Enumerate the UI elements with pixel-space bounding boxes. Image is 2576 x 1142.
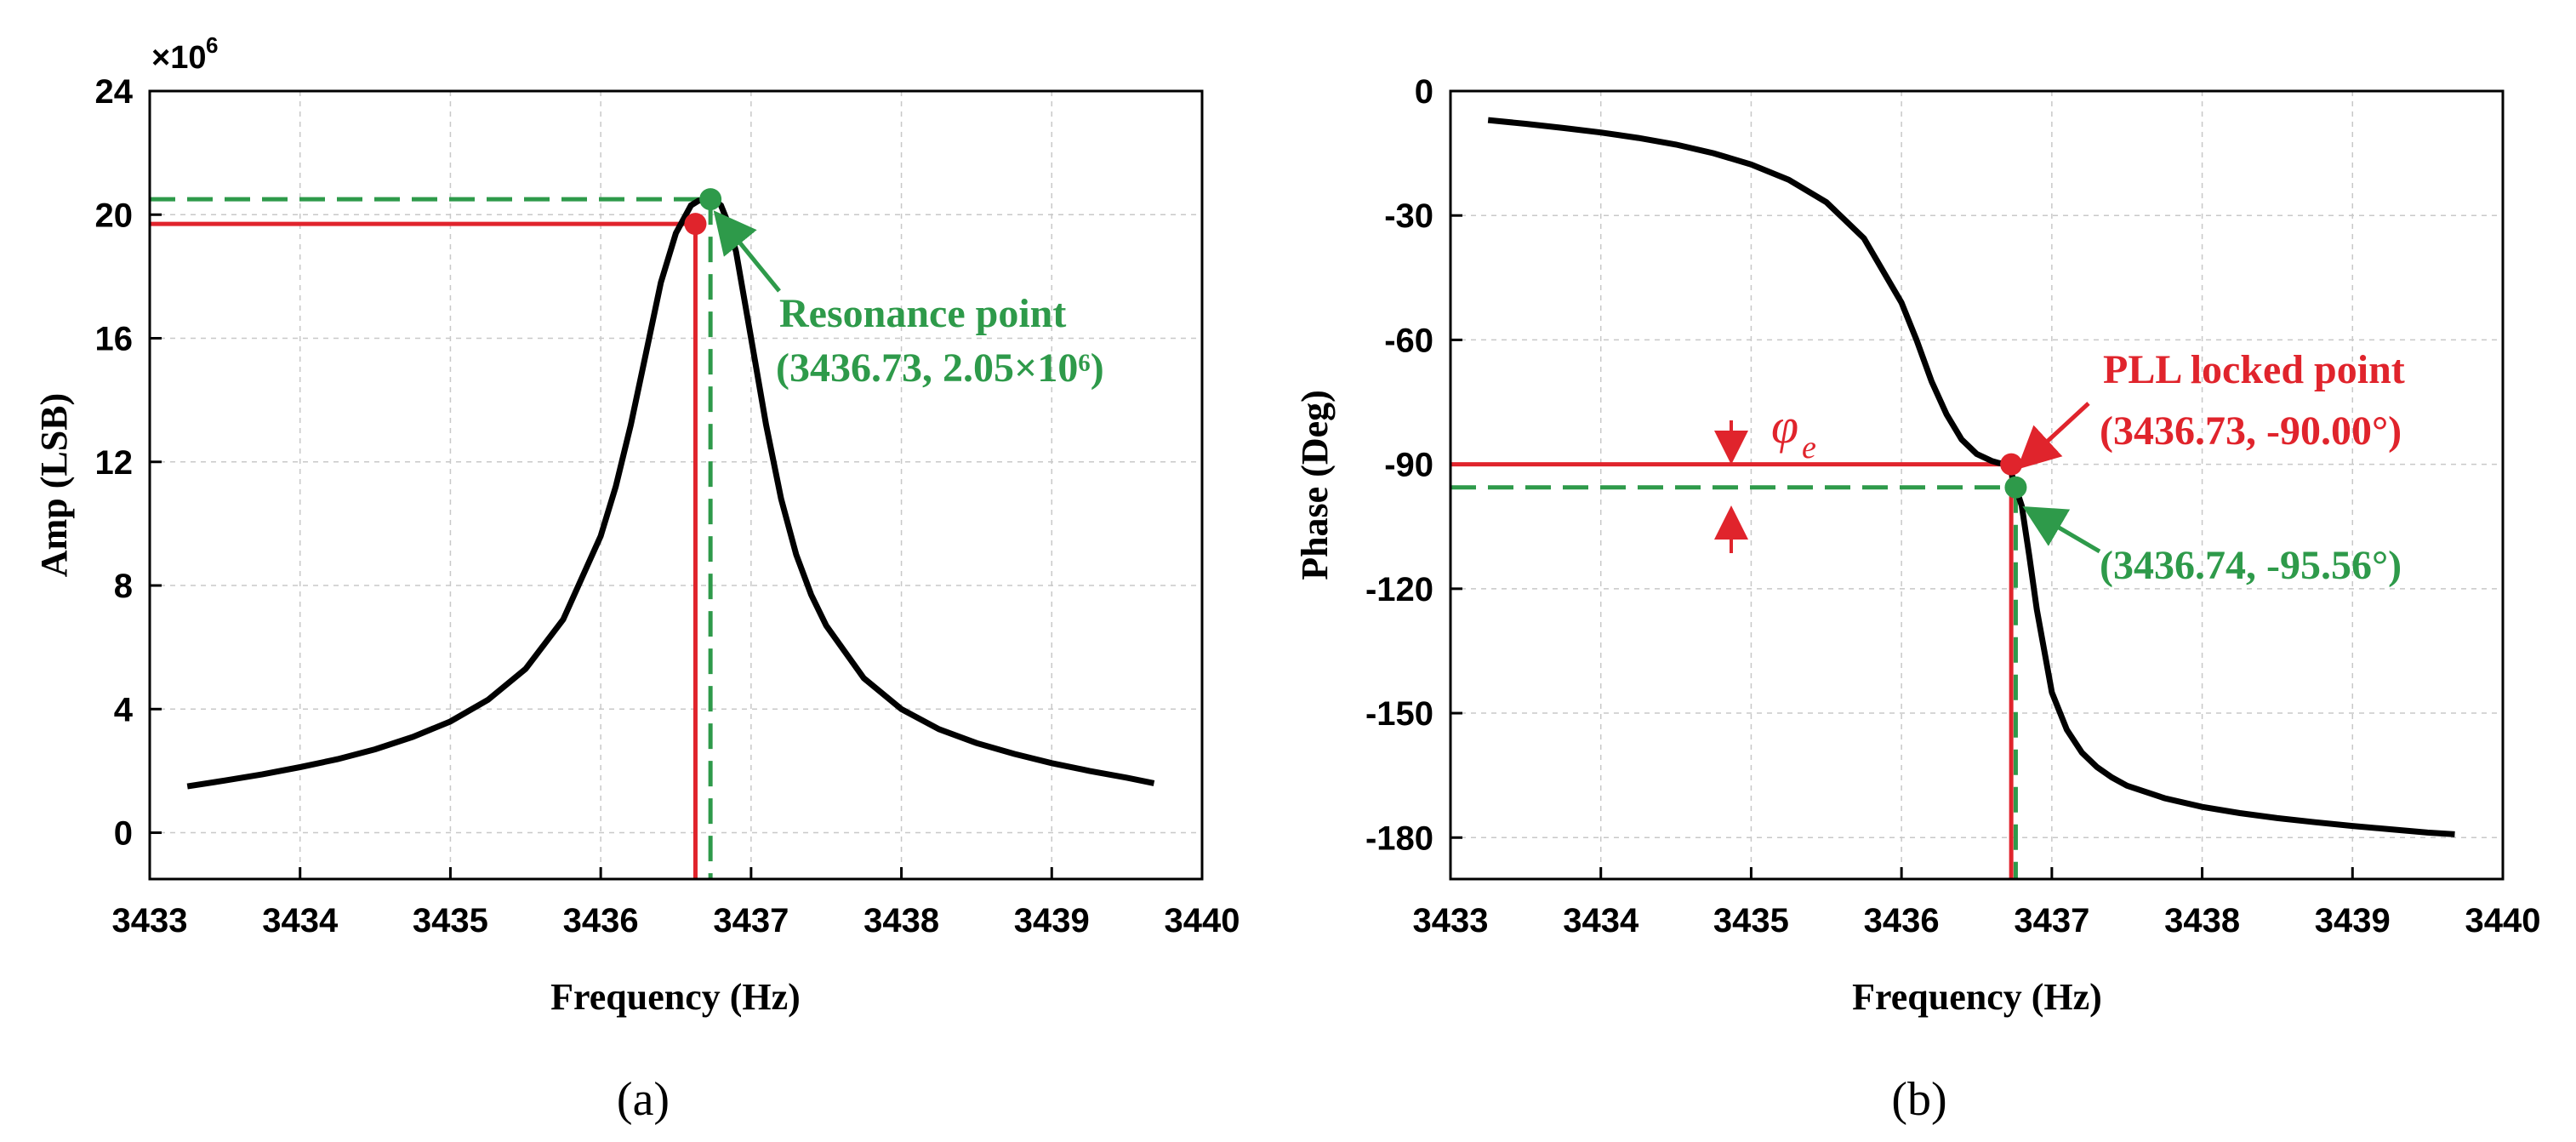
- y-tick-label: 20: [95, 197, 134, 234]
- b-plot-frame: [1449, 89, 2505, 881]
- b-grid: [1449, 89, 2505, 879]
- red-marker: [2000, 453, 2023, 476]
- b-phase-curve: [1487, 117, 2455, 837]
- x-tick-label: 3434: [1563, 902, 1639, 939]
- x-tick-label: 3435: [1713, 902, 1789, 939]
- x-tick-label: 3439: [1014, 902, 1090, 939]
- a-guide-lines: [150, 197, 713, 879]
- b-pll-label: PLL locked point: [2103, 347, 2405, 392]
- x-tick-label: 3436: [563, 902, 639, 939]
- b-y-axis-title: Phase (Deg): [1294, 390, 1336, 580]
- a-panel-label: (a): [617, 1073, 670, 1126]
- panel-b-phase: 3433 3434 3435 3436 3437 3438 3439 3440 0 -30 -60…: [1294, 73, 2540, 1126]
- y-tick-label: -60: [1384, 322, 1433, 359]
- b-green-arrow: [2022, 505, 2101, 554]
- a-exponent-base: ×10: [151, 40, 206, 76]
- y-tick-label: 12: [95, 444, 134, 482]
- x-tick-label: 3433: [1413, 902, 1489, 939]
- a-y-tick-labels: 0 4 8 12 16 20 24: [95, 73, 134, 853]
- green-marker: [699, 188, 722, 211]
- b-phase-error-subscript: e: [1802, 430, 1816, 465]
- y-tick-label: 16: [95, 321, 134, 358]
- x-tick-label: 3440: [2465, 902, 2541, 939]
- y-tick-label: -180: [1365, 819, 1433, 857]
- y-tick-label: 0: [1415, 73, 1433, 111]
- b-y-tick-labels: 0 -30 -60 -90 -120 -150 -180: [1365, 73, 1433, 857]
- x-tick-label: 3439: [2315, 902, 2391, 939]
- a-x-axis-title: Frequency (Hz): [550, 976, 801, 1018]
- x-tick-label: 3438: [2164, 902, 2240, 939]
- a-amplitude-curve: [186, 196, 1155, 790]
- x-tick-label: 3435: [413, 902, 488, 939]
- green-marker: [2004, 476, 2027, 499]
- y-tick-label: -120: [1365, 571, 1433, 608]
- a-y-axis-title: Amp (LSB): [33, 393, 75, 577]
- y-tick-label: 8: [114, 568, 133, 605]
- y-tick-label: -90: [1384, 447, 1433, 484]
- a-x-tick-labels: 3433 3434 3435 3436 3437 3438 3439 3440: [112, 902, 1240, 939]
- b-markers: [2000, 453, 2027, 499]
- b-green-value: (3436.74, -95.56°): [2100, 543, 2402, 588]
- panel-a-amplitude: 3433 3434 3435 3436 3437 3438 3439 3440 0 4 8 12 16…: [33, 32, 1240, 1126]
- red-marker: [684, 213, 707, 236]
- b-guide-lines: [1450, 462, 2018, 879]
- a-resonance-label: Resonance point: [779, 291, 1066, 336]
- x-tick-label: 3437: [2014, 902, 2089, 939]
- x-tick-label: 3433: [112, 902, 188, 939]
- x-tick-label: 3440: [1165, 902, 1240, 939]
- a-resonance-arrow: [713, 210, 781, 293]
- x-tick-label: 3437: [713, 902, 789, 939]
- a-markers: [684, 188, 722, 236]
- a-exponent-power: 6: [206, 32, 218, 58]
- b-pll-arrow: [2016, 402, 2090, 470]
- b-panel-label: (b): [1891, 1073, 1946, 1126]
- a-resonance-value: (3436.73, 2.05×10⁶): [776, 345, 1104, 391]
- x-tick-label: 3434: [262, 902, 339, 939]
- y-tick-label: 4: [114, 691, 134, 728]
- x-tick-label: 3438: [863, 902, 939, 939]
- b-pll-value: (3436.73, -90.00°): [2100, 408, 2402, 454]
- b-x-tick-labels: 3433 3434 3435 3436 3437 3438 3439 3440: [1413, 902, 2541, 939]
- x-tick-label: 3436: [1864, 902, 1940, 939]
- y-tick-label: -30: [1384, 197, 1433, 235]
- a-plot-frame: [148, 89, 1204, 881]
- b-x-axis-title: Frequency (Hz): [1852, 976, 2102, 1018]
- y-tick-label: 24: [95, 73, 134, 111]
- b-phase-error-symbol: φ: [1771, 398, 1798, 454]
- y-tick-label: -150: [1365, 695, 1433, 733]
- y-tick-label: 0: [114, 815, 133, 853]
